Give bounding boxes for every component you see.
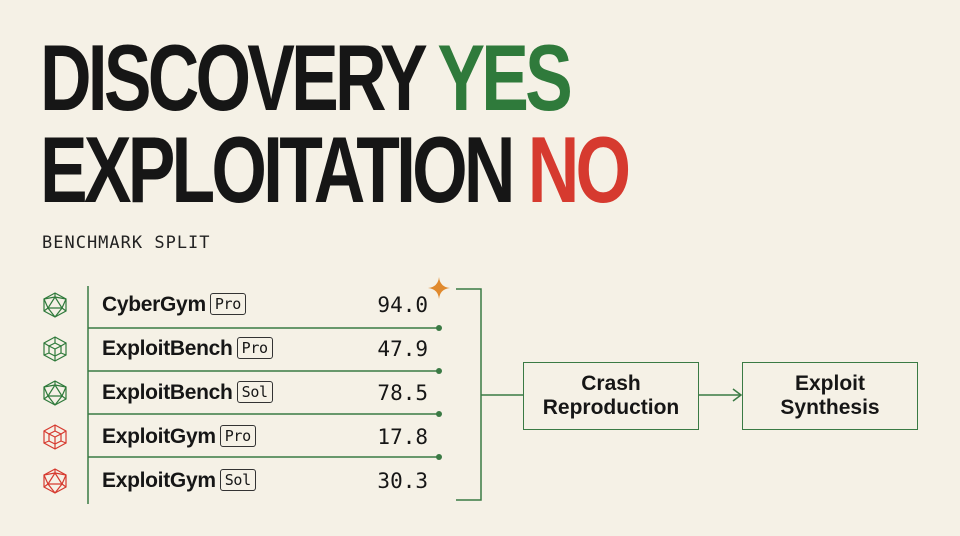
benchmark-row-exploitgym-sol: ExploitGym Sol 30.3 xyxy=(30,460,450,504)
green-polyhedron-icon xyxy=(43,292,67,318)
benchmark-list: CyberGym Pro 94.0 ExploitBench Pro 47.9 xyxy=(30,284,450,504)
variant-tag: Pro xyxy=(219,425,256,447)
variant-tag: Pro xyxy=(209,293,247,315)
benchmark-name: ExploitGym Pro xyxy=(102,425,256,449)
crash-box-line-2: Reproduction xyxy=(542,396,680,419)
benchmark-name-text: ExploitGym xyxy=(102,425,216,448)
red-cube-icon xyxy=(43,424,67,450)
headline-discovery: DISCOVERY xyxy=(40,25,426,130)
benchmark-row-exploitbench-sol: ExploitBench Sol 78.5 xyxy=(30,372,450,416)
red-polyhedron-icon xyxy=(43,468,67,494)
benchmark-name-text: CyberGym xyxy=(102,293,206,316)
headline-yes: YES xyxy=(437,25,572,130)
sparkle-icon xyxy=(428,277,450,299)
green-polyhedron-icon xyxy=(43,380,67,406)
benchmark-name: ExploitBench Pro xyxy=(102,337,273,361)
benchmark-name-text: ExploitBench xyxy=(102,337,233,360)
benchmark-row-exploitbench-pro: ExploitBench Pro 47.9 xyxy=(30,328,450,372)
variant-tag: Sol xyxy=(236,381,273,403)
separator-dots xyxy=(436,325,442,460)
subtitle: BENCHMARK SPLIT xyxy=(42,233,211,253)
benchmark-row-exploitgym-pro: ExploitGym Pro 17.8 xyxy=(30,416,450,460)
benchmark-name: ExploitBench Sol xyxy=(102,381,273,405)
crash-box-line-1: Crash xyxy=(581,372,641,395)
variant-tag: Pro xyxy=(236,337,273,359)
benchmark-score: 94.0 xyxy=(377,293,428,317)
green-cube-icon xyxy=(43,336,67,362)
variant-tag: Sol xyxy=(219,469,256,491)
separator-dot xyxy=(436,325,442,331)
benchmark-score: 17.8 xyxy=(377,425,428,449)
benchmark-name-text: ExploitGym xyxy=(102,469,216,492)
separator-dot xyxy=(436,368,442,374)
benchmark-score: 47.9 xyxy=(377,337,428,361)
benchmark-name-text: ExploitBench xyxy=(102,381,233,404)
exploit-synthesis-box: Exploit Synthesis xyxy=(742,362,918,430)
benchmark-name: ExploitGym Sol xyxy=(102,469,256,493)
exploit-box-line-2: Synthesis xyxy=(780,396,880,419)
row-separators xyxy=(88,327,438,458)
headline-line-1: DISCOVERY YES xyxy=(40,31,627,125)
headline-exploitation: EXPLOITATION xyxy=(40,117,515,222)
headline-no: NO xyxy=(527,117,631,222)
benchmark-score: 30.3 xyxy=(377,469,428,493)
headline: DISCOVERY YES EXPLOITATION NO xyxy=(40,31,631,217)
benchmark-name: CyberGym Pro xyxy=(102,293,247,317)
separator-dot xyxy=(436,411,442,417)
crash-reproduction-box: Crash Reproduction xyxy=(523,362,699,430)
flow-arrow-head-icon xyxy=(732,388,743,402)
exploit-box-line-1: Exploit xyxy=(794,372,865,395)
bracket-line xyxy=(456,288,482,501)
benchmark-score: 78.5 xyxy=(377,381,428,405)
benchmark-row-cybergym-pro: CyberGym Pro 94.0 xyxy=(30,284,450,328)
headline-line-2: EXPLOITATION NO xyxy=(40,123,631,217)
separator-dot xyxy=(436,454,442,460)
